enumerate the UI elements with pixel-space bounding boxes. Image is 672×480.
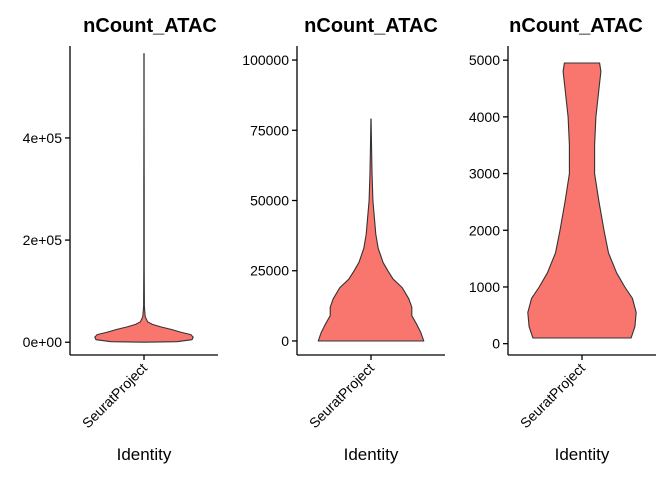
x-axis-title: Identity (344, 445, 399, 464)
chart-title: nCount_ATAC (509, 15, 643, 37)
y-tick-label: 0e+00 (23, 334, 63, 350)
y-tick-label: 1000 (469, 279, 500, 295)
x-axis-title: Identity (117, 445, 172, 464)
x-axis-title: Identity (555, 445, 610, 464)
y-tick-label: 0 (281, 333, 289, 349)
panel-2: nCount_ATAC 0 25000 50000 75000 100000 SeuratP… (242, 15, 445, 464)
x-tick-label: SeuratProject (517, 360, 588, 431)
y-tick-label: 25000 (250, 263, 289, 279)
y-tick-label: 75000 (250, 122, 289, 138)
violin-shape (94, 53, 194, 343)
y-tick-label: 50000 (250, 193, 289, 209)
y-tick-label: 2000 (469, 222, 500, 238)
chart-title: nCount_ATAC (83, 15, 217, 37)
panel-3: nCount_ATAC 0 1000 2000 3000 4000 5000 SeuratPr… (469, 15, 656, 464)
violin-shape (317, 118, 425, 342)
y-tick-label: 4e+05 (23, 130, 63, 146)
x-tick-label: SeuratProject (79, 360, 150, 431)
x-tick-label: SeuratProject (306, 360, 377, 431)
panel-1: nCount_ATAC 0e+00 2e+05 4e+05 SeuratProject I… (23, 15, 218, 464)
chart-title: nCount_ATAC (304, 15, 438, 37)
violin-shape (527, 62, 637, 339)
y-tick-label: 2e+05 (23, 232, 63, 248)
y-tick-label: 5000 (469, 52, 500, 68)
y-tick-label: 0 (492, 336, 500, 352)
y-tick-label: 3000 (469, 166, 500, 182)
y-tick-label: 4000 (469, 109, 500, 125)
y-tick-label: 100000 (242, 52, 289, 68)
